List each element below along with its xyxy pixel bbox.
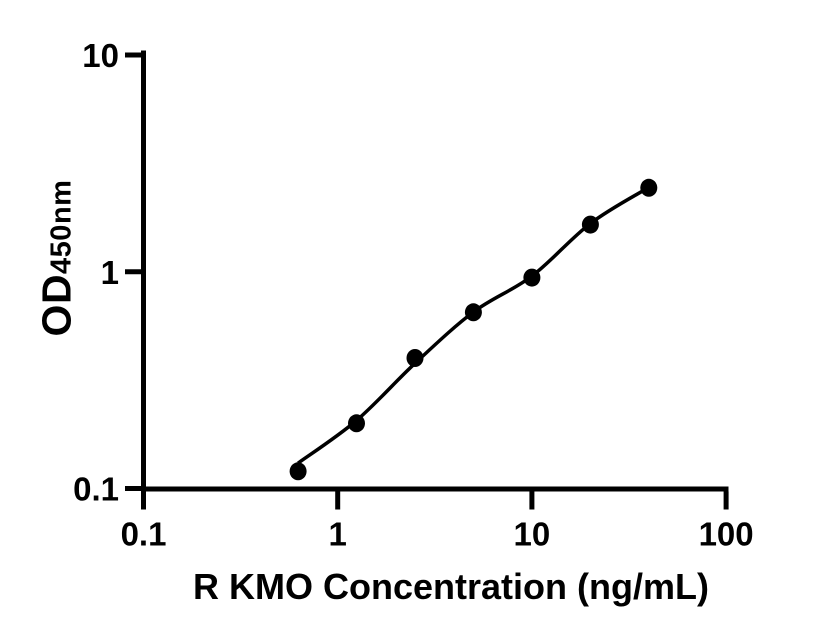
x-tick-label: 0.1 — [121, 516, 167, 553]
data-point — [464, 303, 482, 322]
data-point — [406, 349, 424, 367]
y-axis-title: OD450nm — [33, 179, 80, 337]
data-point — [523, 268, 541, 287]
y-tick-label: 0.1 — [73, 471, 119, 508]
x-tick-label: 10 — [514, 516, 551, 553]
y-tick-label: 1 — [101, 254, 119, 291]
x-tick-label: 1 — [329, 516, 347, 553]
y-tick-label: 10 — [82, 37, 119, 74]
data-point — [640, 178, 658, 197]
y-axis-title-subscript: 450nm — [45, 179, 78, 274]
x-axis-title: R KMO Concentration (ng/mL) — [193, 566, 709, 607]
data-point — [348, 414, 365, 433]
x-tick-label: 100 — [699, 516, 754, 553]
y-axis-title-main: OD — [33, 273, 80, 337]
data-point — [289, 462, 307, 481]
data-point — [581, 215, 599, 234]
